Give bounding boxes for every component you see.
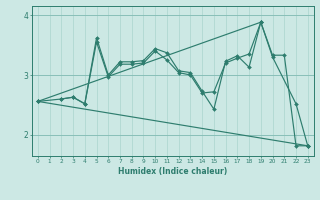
X-axis label: Humidex (Indice chaleur): Humidex (Indice chaleur) bbox=[118, 167, 228, 176]
